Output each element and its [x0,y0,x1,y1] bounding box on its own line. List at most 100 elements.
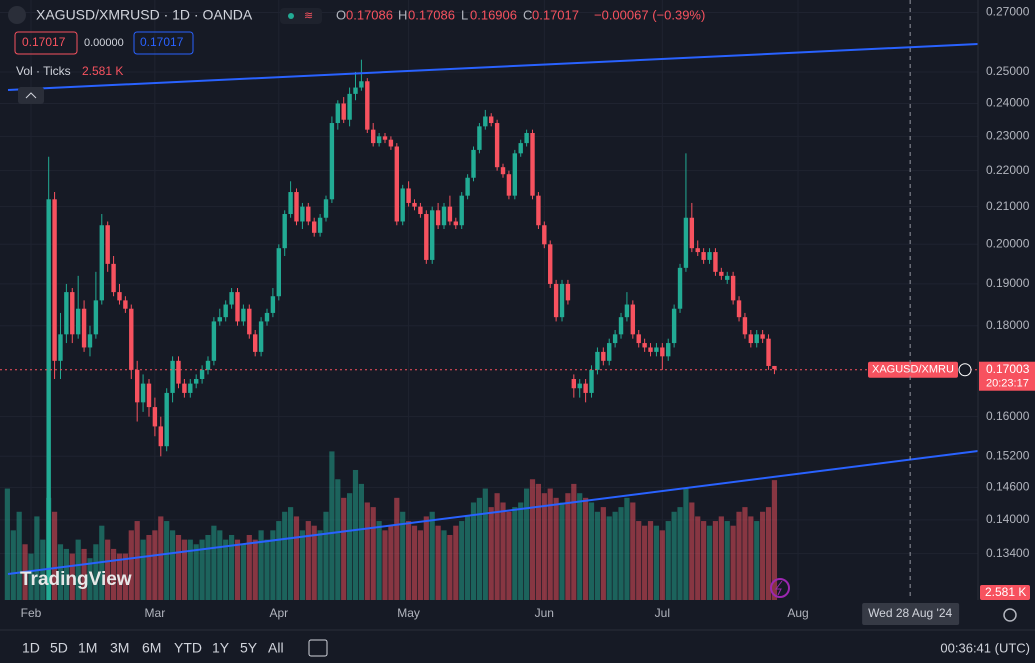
volume-title[interactable]: Vol · Ticks [16,64,71,78]
candle-body [648,347,653,352]
candle-body [388,139,394,147]
volume-bar [370,507,376,600]
y-tick-label: 0.23000 [986,129,1030,143]
volume-bar [453,525,459,600]
candle-body [559,283,565,318]
volume-bar [642,525,648,600]
volume-bar [293,516,300,600]
y-tick-label: 0.16000 [986,409,1030,423]
volume-bar [152,530,158,600]
buy-box[interactable] [133,31,194,55]
candle-body [430,210,435,260]
candle-body [742,317,748,335]
candle-body [376,136,382,144]
symbol-icon[interactable] [8,6,26,24]
trendline[interactable] [7,450,979,575]
volume-bar [506,511,512,600]
candle-body [736,300,742,318]
volume-bar [748,516,754,600]
volume-bar [600,507,606,600]
volume-bar [465,516,471,600]
volume-bar [535,483,542,600]
y-tick-label: 0.14000 [986,512,1030,526]
candle-body [288,192,293,215]
candle-body [123,300,128,309]
add-button [958,363,972,377]
y-tick-label: 0.22000 [986,163,1030,177]
settings-icon[interactable] [1003,608,1017,622]
volume-bar [282,511,288,600]
collapse-button[interactable] [18,87,44,104]
candle-body [87,334,93,348]
alert-icon[interactable] [770,578,790,598]
candle-body [306,206,311,222]
symbol-title[interactable]: XAGUSD/XMRUSD · 1D · OANDA [36,7,253,23]
candle-body [506,174,512,196]
range-button[interactable]: 1D [22,640,40,656]
candle-body [211,321,217,361]
candle-body [176,360,181,384]
candle-body [760,334,765,339]
volume-bar [488,507,494,600]
range-button[interactable]: 3M [110,640,129,656]
ohlc-label: L [461,7,468,22]
volume-bar [571,483,577,600]
range-button[interactable]: 1M [78,640,97,656]
volume-bar [16,511,22,600]
sell-price[interactable]: 0.17017 [22,35,66,49]
volume-bar [252,539,258,600]
volume-bar [199,539,205,600]
y-tick-label: 0.25000 [986,64,1030,78]
ohlc-value: 0.17086 [346,7,393,22]
volume-axis-box [980,585,1030,600]
range-button[interactable]: YTD [174,640,202,656]
collapse-icon [25,92,37,99]
candle-body [129,308,134,370]
range-button[interactable]: 1Y [212,640,230,656]
range-button[interactable]: 5Y [240,640,258,656]
candle-body [595,351,600,370]
range-button[interactable]: 6M [142,640,161,656]
candle-body [465,177,470,196]
candle-body [518,143,523,154]
status-badge[interactable] [280,8,322,24]
candle-body [117,292,122,301]
volume-bar [565,493,571,600]
candle-body [748,334,754,344]
sell-box[interactable] [14,31,78,55]
candle-body [772,365,777,370]
candle-body [754,334,759,344]
cursor-box [862,603,960,625]
candle-body [146,383,152,408]
candle-body [164,392,169,447]
buy-price[interactable]: 0.17017 [140,35,184,49]
volume-bar [400,511,406,600]
candle-body [471,149,476,178]
candle-body [435,210,441,226]
volume-bar [181,539,187,600]
candle-body [441,206,447,226]
calendar-icon[interactable] [308,639,328,657]
last-price-symbol: XAGUSD/XMRU [872,364,954,376]
volume-bar [706,525,713,600]
trendline[interactable] [7,43,979,91]
range-button[interactable]: All [268,640,284,656]
volume-bar [724,521,730,600]
volume-bar [63,548,69,600]
candle-body [93,300,99,335]
candle-body [719,271,724,276]
volume-bar [577,493,583,600]
ohlc-label: H [398,7,407,22]
candle-body [512,153,518,196]
range-button[interactable]: 5D [50,640,68,656]
volume-bar [636,521,642,600]
volume-bar [134,521,140,600]
price-pane [46,59,777,600]
volume-bar [524,488,530,600]
volume-bar [417,530,424,600]
volume-bar [653,525,660,600]
volume-bar [594,511,601,600]
candle-body [235,292,240,322]
clock[interactable]: 00:36:41 (UTC) [940,640,1030,655]
x-tick-label: Apr [269,606,288,620]
